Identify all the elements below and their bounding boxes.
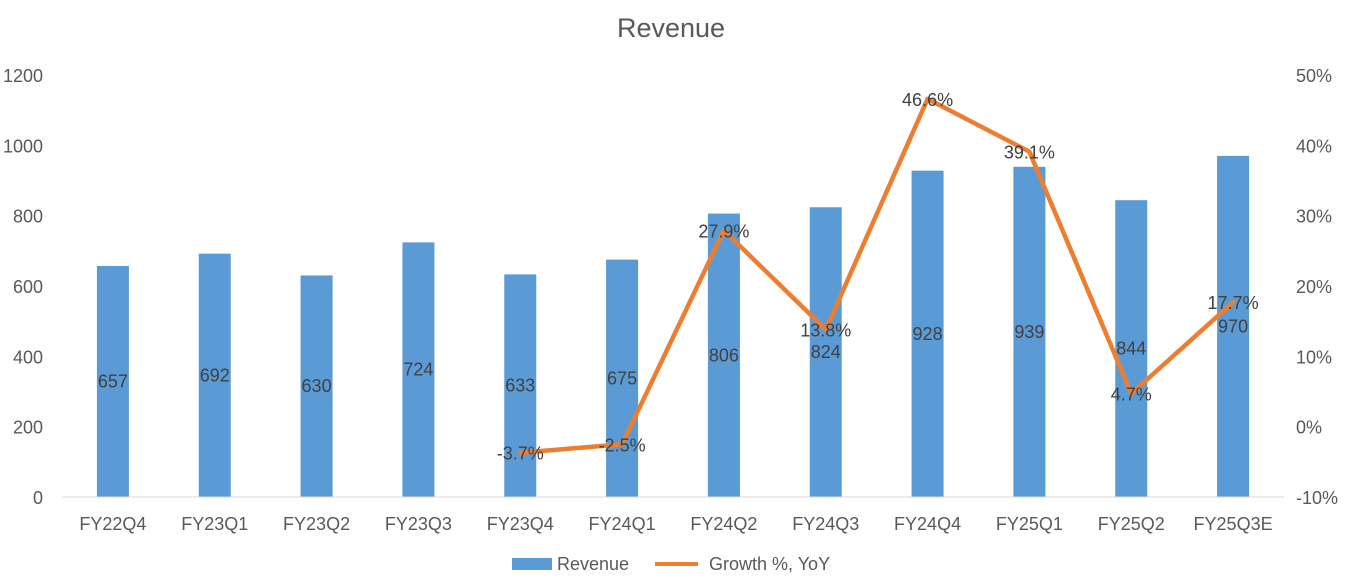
- bar-fy24q4: [911, 170, 944, 498]
- legend-swatch-revenue: [512, 558, 552, 570]
- bar-label-fy23q4: 633: [505, 376, 535, 396]
- x-axis: FY22Q4 FY23Q1 FY23Q2 FY23Q3 FY23Q4 FY24Q1 FY24…: [79, 514, 1272, 534]
- x-tick-fy25q1: FY25Q1: [996, 514, 1063, 534]
- x-tick-fy23q4: FY23Q4: [487, 514, 554, 534]
- x-tick-fy25q3e: FY25Q3E: [1194, 514, 1273, 534]
- y-right-axis: -10% 0% 10% 20% 30% 40% 50%: [1296, 66, 1338, 508]
- bar-label-fy23q1: 692: [200, 365, 230, 385]
- bar-fy25q3e: [1217, 155, 1250, 497]
- growth-label-fy25q1: 39.1%: [1004, 143, 1055, 163]
- bar-fy25q1: [1013, 166, 1046, 497]
- growth-line: [518, 96, 1236, 455]
- bars-layer: [96, 155, 1250, 498]
- y-left-tick-4: 800: [13, 207, 43, 227]
- y-right-tick-6: 50%: [1296, 66, 1332, 86]
- bar-fy22q4: [96, 265, 129, 497]
- x-tick-fy24q1: FY24Q1: [589, 514, 656, 534]
- y-right-tick-1: 0%: [1296, 418, 1322, 438]
- growth-label-fy24q2: 27.9%: [698, 221, 749, 241]
- chart-title: Revenue: [617, 13, 725, 43]
- bar-fy24q3: [809, 207, 842, 497]
- growth-label-fy23q4: -3.7%: [497, 444, 544, 464]
- growth-label-fy24q1: -2.5%: [599, 435, 646, 455]
- x-tick-fy24q4: FY24Q4: [894, 514, 961, 534]
- y-left-tick-1: 200: [13, 418, 43, 438]
- bar-label-fy23q3: 724: [403, 360, 433, 380]
- x-tick-fy22q4: FY22Q4: [79, 514, 146, 534]
- y-right-tick-3: 20%: [1296, 277, 1332, 297]
- bar-label-fy24q1: 675: [607, 368, 637, 388]
- line-layer: [518, 96, 1236, 455]
- bar-label-fy25q1: 939: [1014, 322, 1044, 342]
- y-left-tick-2: 400: [13, 347, 43, 367]
- bar-label-fy24q2: 806: [709, 345, 739, 365]
- x-tick-fy24q3: FY24Q3: [792, 514, 859, 534]
- line-labels-layer: -3.7% -2.5% 27.9% 13.8% 46.6% 39.1% 4.7% 17.7%: [497, 90, 1259, 464]
- bar-fy24q2: [707, 213, 740, 497]
- y-right-tick-4: 30%: [1296, 207, 1332, 227]
- legend-label-revenue: Revenue: [557, 554, 629, 574]
- bar-label-fy25q3e: 970: [1218, 316, 1248, 336]
- legend: Revenue Growth %, YoY: [512, 554, 830, 574]
- bar-label-fy24q3: 824: [811, 342, 841, 362]
- x-tick-fy23q1: FY23Q1: [181, 514, 248, 534]
- bar-fy23q2: [300, 275, 333, 497]
- growth-label-fy25q3e: 17.7%: [1208, 293, 1259, 313]
- growth-label-fy24q4: 46.6%: [902, 90, 953, 110]
- bar-label-fy25q2: 844: [1116, 339, 1146, 359]
- y-right-tick-0: -10%: [1296, 488, 1338, 508]
- growth-label-fy24q3: 13.8%: [800, 321, 851, 341]
- x-tick-fy23q2: FY23Q2: [283, 514, 350, 534]
- x-tick-fy24q2: FY24Q2: [690, 514, 757, 534]
- y-left-axis: 0 200 400 600 800 1000 1200: [3, 66, 43, 508]
- y-right-tick-5: 40%: [1296, 136, 1332, 156]
- bar-fy25q2: [1115, 200, 1148, 497]
- y-right-tick-2: 10%: [1296, 347, 1332, 367]
- growth-label-fy25q2: 4.7%: [1111, 385, 1152, 405]
- bar-label-fy23q2: 630: [302, 376, 332, 396]
- bar-fy23q4: [504, 274, 537, 497]
- bar-fy24q1: [606, 259, 639, 497]
- bar-fy23q3: [402, 242, 435, 497]
- x-tick-fy23q3: FY23Q3: [385, 514, 452, 534]
- bar-labels-layer: 657 692 630 724 633 675 806 824 928 939 844 970: [98, 316, 1248, 396]
- y-left-tick-6: 1200: [3, 66, 43, 86]
- y-left-tick-0: 0: [33, 488, 43, 508]
- bar-label-fy24q4: 928: [913, 324, 943, 344]
- bar-label-fy22q4: 657: [98, 371, 128, 391]
- x-tick-fy25q2: FY25Q2: [1098, 514, 1165, 534]
- legend-label-growth: Growth %, YoY: [709, 554, 830, 574]
- bar-fy23q1: [198, 253, 231, 497]
- y-left-tick-5: 1000: [3, 136, 43, 156]
- y-left-tick-3: 600: [13, 277, 43, 297]
